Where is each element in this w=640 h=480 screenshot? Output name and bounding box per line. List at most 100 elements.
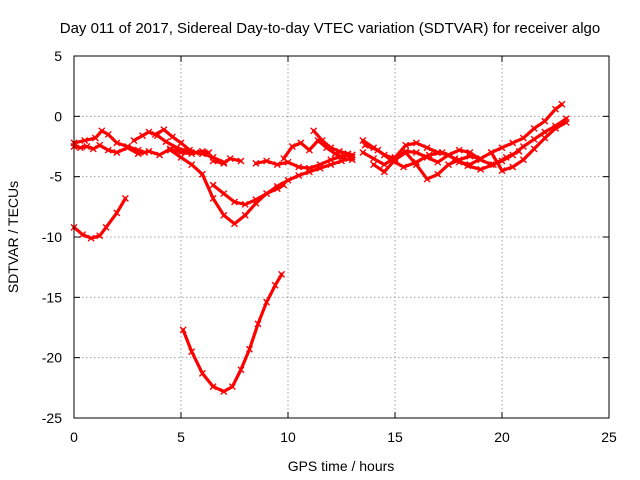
- data-point: [519, 156, 527, 164]
- data-point: [79, 231, 87, 239]
- data-point: [541, 128, 549, 136]
- data-point: [464, 162, 472, 170]
- y-tick-label: -15: [42, 289, 62, 305]
- data-point: [121, 194, 129, 202]
- data-point: [425, 151, 433, 159]
- series-track-q: [361, 141, 523, 173]
- data-point: [96, 232, 104, 240]
- data-point: [359, 136, 367, 144]
- chart-title: Day 011 of 2017, Sidereal Day-to-day VTE…: [60, 20, 601, 37]
- data-point: [145, 128, 153, 136]
- data-point: [348, 151, 356, 159]
- data-point: [96, 141, 104, 149]
- data-point: [541, 134, 549, 142]
- data-point: [288, 143, 296, 150]
- data-point: [220, 190, 228, 198]
- series-track-i: [179, 270, 286, 395]
- y-tick-label: -25: [42, 410, 62, 426]
- data-point: [412, 149, 420, 157]
- data-point: [387, 156, 395, 164]
- data-point: [209, 383, 217, 391]
- data-point: [489, 161, 497, 169]
- data-point: [380, 168, 388, 176]
- data-point: [402, 141, 410, 149]
- data-point: [188, 161, 196, 169]
- data-point: [359, 149, 367, 157]
- data-point: [335, 147, 343, 155]
- data-point: [113, 209, 121, 217]
- data-point: [179, 326, 187, 334]
- data-point: [76, 144, 84, 152]
- data-point: [370, 155, 378, 163]
- y-tick-label: -10: [42, 229, 62, 245]
- data-point: [113, 149, 121, 157]
- data-point: [477, 165, 485, 173]
- series-track-h: [209, 155, 245, 167]
- data-point: [295, 171, 303, 179]
- series-line: [254, 153, 354, 170]
- data-point: [552, 105, 559, 113]
- data-point: [124, 143, 131, 150]
- data-point: [151, 130, 159, 138]
- x-tick-label: 20: [494, 429, 510, 445]
- x-tick-label: 25: [601, 429, 617, 445]
- data-point: [402, 149, 410, 157]
- data-point: [509, 163, 517, 171]
- data-point: [186, 146, 194, 154]
- series-track-e: [151, 126, 200, 157]
- data-point: [295, 163, 303, 171]
- data-point: [89, 145, 97, 153]
- data-point: [552, 124, 559, 132]
- data-point: [466, 152, 474, 160]
- data-point: [263, 157, 271, 165]
- data-point: [231, 198, 238, 206]
- y-tick-label: -20: [42, 350, 62, 366]
- data-point: [209, 194, 217, 202]
- data-point: [162, 138, 170, 146]
- data-point: [209, 157, 217, 165]
- data-point: [254, 320, 262, 328]
- x-axis-label: GPS time / hours: [288, 458, 395, 474]
- data-point: [400, 163, 408, 171]
- data-point: [228, 383, 236, 391]
- data-point: [280, 155, 288, 163]
- series-track-l: [310, 127, 356, 159]
- data-point: [241, 200, 249, 208]
- data-point: [98, 127, 106, 135]
- data-point: [519, 134, 527, 142]
- y-tick-label: 0: [54, 108, 62, 124]
- data-point: [252, 196, 260, 204]
- data-point: [138, 132, 146, 140]
- data-point: [141, 149, 149, 157]
- series-track-j: [252, 151, 356, 172]
- data-point: [451, 155, 459, 163]
- data-point: [515, 147, 523, 155]
- data-point: [530, 145, 538, 153]
- data-point: [438, 149, 446, 157]
- data-point: [241, 211, 249, 219]
- data-point: [102, 223, 110, 231]
- data-point: [327, 144, 335, 152]
- data-point: [310, 127, 318, 135]
- data-point: [220, 387, 228, 395]
- data-point: [278, 270, 286, 278]
- data-point: [297, 139, 305, 147]
- data-point: [509, 139, 517, 147]
- data-point: [166, 146, 174, 154]
- data-point: [226, 155, 234, 163]
- series-track-c: [70, 194, 129, 242]
- x-tick-label: 15: [387, 429, 403, 445]
- data-point: [198, 369, 206, 377]
- data-point: [374, 146, 382, 154]
- series-line: [181, 272, 284, 394]
- data-point: [83, 143, 91, 150]
- data-point: [305, 164, 313, 172]
- data-point: [263, 298, 271, 306]
- series-track-g: [209, 181, 288, 208]
- data-point: [434, 170, 442, 178]
- data-point: [104, 130, 112, 138]
- data-point: [87, 234, 95, 242]
- data-point: [477, 155, 485, 163]
- data-point: [104, 146, 112, 154]
